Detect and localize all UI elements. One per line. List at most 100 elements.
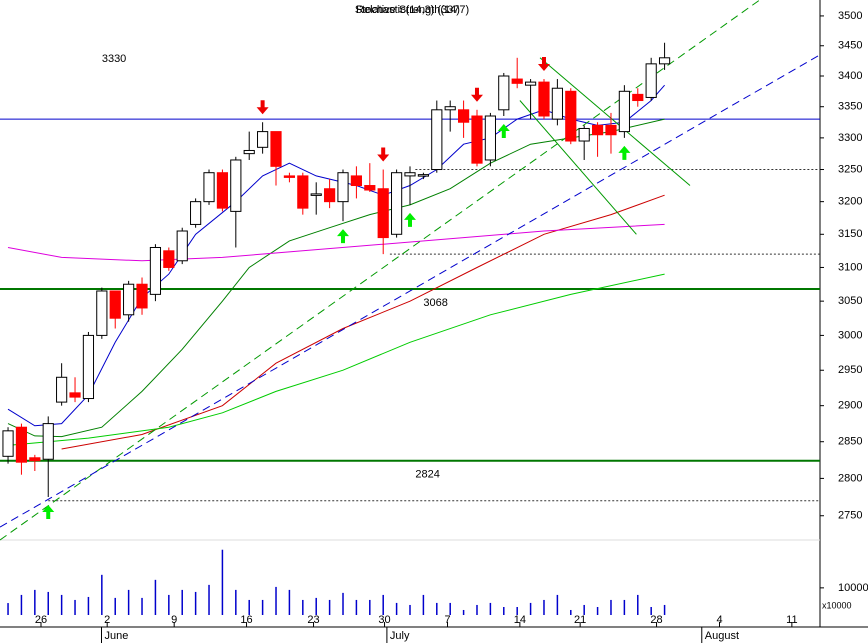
y-tick-label: 2850	[838, 436, 862, 448]
candle-body	[498, 75, 510, 111]
x-tick-label: 4	[716, 614, 722, 626]
candle-body	[270, 131, 282, 167]
y-tick-label: 3200	[838, 196, 862, 208]
volume-unit: x10000	[822, 600, 852, 610]
month-label: July	[390, 630, 410, 642]
up-arrow	[42, 504, 55, 519]
y-tick-label: 3300	[838, 132, 862, 144]
y-tick-label: 3150	[838, 228, 862, 240]
candle-body	[417, 174, 429, 177]
candle-body	[109, 290, 121, 319]
candle-body	[511, 78, 523, 84]
down-arrow	[470, 87, 483, 102]
y-tick-label: 2800	[838, 472, 862, 484]
candle-body	[578, 127, 590, 142]
level-label: 3068	[423, 297, 447, 309]
chart-title: Relative Strength(14)	[356, 4, 460, 16]
y-tick-label: 3350	[838, 101, 862, 113]
x-tick-label: 11	[786, 614, 797, 626]
candle-body	[444, 106, 456, 111]
candle-body	[15, 426, 28, 463]
candle-body	[216, 172, 229, 209]
trend-line	[519, 100, 637, 235]
candle-body	[471, 115, 483, 164]
up-arrow	[404, 212, 416, 227]
candle-body	[645, 63, 657, 98]
y-tick-label: 3450	[838, 40, 862, 52]
candle-body	[524, 81, 537, 86]
candle-body	[324, 188, 336, 203]
month-label: August	[705, 630, 739, 642]
candle-body	[658, 57, 671, 65]
candle-body	[42, 423, 54, 460]
up-arrow	[618, 145, 631, 160]
candle-body	[82, 334, 95, 400]
y-tick-label: 2750	[838, 510, 862, 522]
candle-body	[297, 175, 309, 209]
candle-body	[377, 188, 389, 239]
candle-body	[551, 87, 563, 120]
level-label: 2824	[415, 469, 439, 481]
candle-body	[69, 392, 81, 398]
x-tick-label: 16	[240, 614, 252, 626]
chart-subtitle: Stochastic(14,3) (3377)	[355, 4, 469, 16]
moving-average	[7, 223, 665, 262]
candle-body	[591, 124, 604, 136]
candle-body	[364, 185, 376, 191]
candle-body	[203, 172, 215, 203]
trend-line	[539, 57, 691, 186]
y-tick-label: 2900	[838, 400, 862, 412]
candle-body	[350, 175, 362, 187]
candle-body	[431, 109, 443, 171]
up-arrow	[337, 229, 350, 244]
y-tick-label: 3000	[838, 329, 862, 341]
x-tick-label: 21	[574, 614, 586, 626]
y-tick-label: 2950	[838, 364, 862, 376]
candle-body	[337, 172, 349, 203]
y-tick-label: 3050	[838, 295, 862, 307]
candle-body	[391, 172, 403, 235]
y-tick-label: 3250	[838, 163, 862, 175]
candle-body	[283, 175, 296, 178]
candle-body	[458, 109, 470, 123]
x-tick-label: 23	[307, 614, 319, 626]
x-tick-label: 30	[378, 614, 390, 626]
candle-body	[565, 90, 577, 142]
y-tick-label: 3100	[838, 261, 862, 273]
x-tick-label: 28	[650, 614, 662, 626]
down-arrow	[537, 57, 550, 72]
up-arrow	[497, 124, 510, 139]
month-label: June	[105, 630, 129, 642]
candle-body	[96, 290, 108, 336]
candle-body	[123, 283, 135, 316]
y-tick-label: 3500	[838, 10, 862, 22]
candle-body	[56, 376, 68, 403]
x-tick-label: 26	[35, 614, 47, 626]
x-tick-label: 7	[444, 614, 450, 626]
trend-line	[0, 54, 821, 528]
candle-body	[149, 246, 162, 295]
level-label: 3330	[102, 53, 126, 65]
candle-body	[618, 90, 630, 133]
volume-tick-label: 10000	[838, 582, 868, 594]
candle-body	[163, 250, 175, 268]
moving-average	[7, 118, 665, 438]
candle-body	[632, 93, 644, 102]
candle-body	[257, 131, 269, 148]
candle-body	[136, 283, 148, 309]
candle-body	[29, 457, 41, 462]
candle-body	[190, 201, 202, 225]
down-arrow	[377, 147, 390, 162]
candle-body	[538, 81, 550, 117]
moving-average	[7, 273, 665, 446]
candle-body	[176, 230, 188, 262]
moving-average	[61, 194, 665, 450]
y-tick-label: 3400	[838, 70, 862, 82]
candle-body	[2, 430, 14, 457]
candle-body	[310, 193, 322, 196]
candle-body	[243, 149, 255, 155]
x-tick-label: 9	[171, 614, 177, 626]
candle-body	[605, 124, 617, 136]
